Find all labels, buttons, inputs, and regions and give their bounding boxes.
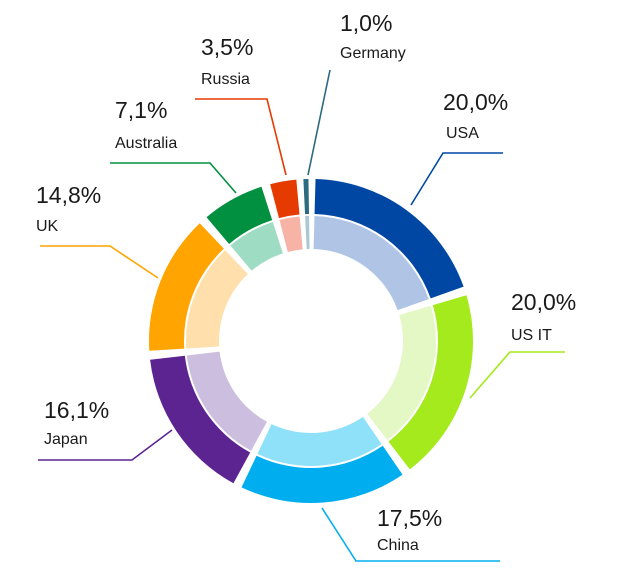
slice-outer-china	[241, 445, 403, 503]
slice-inner-uk	[186, 250, 248, 349]
slice-outer-uk	[148, 223, 224, 351]
slice-inner-us-it	[367, 305, 436, 441]
slice-outer-russia	[270, 179, 300, 219]
slice-outer-germany	[303, 179, 310, 215]
slice-inner-russia	[279, 216, 303, 252]
value-label-russia: 3,5%	[201, 34, 253, 60]
slice-outer-usa	[314, 179, 464, 299]
slice-inner-china	[257, 416, 382, 467]
value-label-usa: 20,0%	[443, 89, 508, 115]
category-label-japan: Japan	[44, 431, 88, 448]
slice-outer-japan	[150, 355, 251, 484]
leader-line-us-it	[469, 351, 565, 399]
value-label-japan: 16,1%	[44, 397, 109, 423]
value-label-australia: 7,1%	[115, 97, 167, 123]
value-label-us-it: 20,0%	[511, 289, 576, 315]
category-label-russia: Russia	[201, 71, 250, 88]
leader-line-japan	[38, 429, 173, 461]
category-label-usa: USA	[446, 125, 479, 142]
slice-outer-australia	[206, 186, 273, 244]
slice-inner-germany	[305, 216, 310, 250]
category-label-us-it: US IT	[511, 327, 552, 344]
leader-line-russia	[195, 98, 287, 176]
slice-inner-australia	[230, 221, 283, 271]
category-label-australia: Australia	[115, 135, 177, 152]
leader-line-uk	[40, 245, 159, 279]
slice-inner-japan	[186, 351, 267, 451]
leader-line-australia	[110, 162, 237, 194]
leader-line-china	[321, 507, 500, 562]
value-label-germany: 1,0%	[340, 10, 392, 36]
leader-line-germany	[307, 69, 331, 176]
slice-outer-us-it	[388, 295, 474, 470]
value-label-uk: 14,8%	[36, 182, 101, 208]
category-label-uk: UK	[36, 218, 59, 235]
category-label-china: China	[377, 537, 419, 554]
slice-inner-usa	[313, 216, 429, 311]
category-label-germany: Germany	[340, 45, 406, 62]
leader-line-usa	[410, 152, 503, 206]
value-label-china: 17,5%	[377, 505, 442, 531]
